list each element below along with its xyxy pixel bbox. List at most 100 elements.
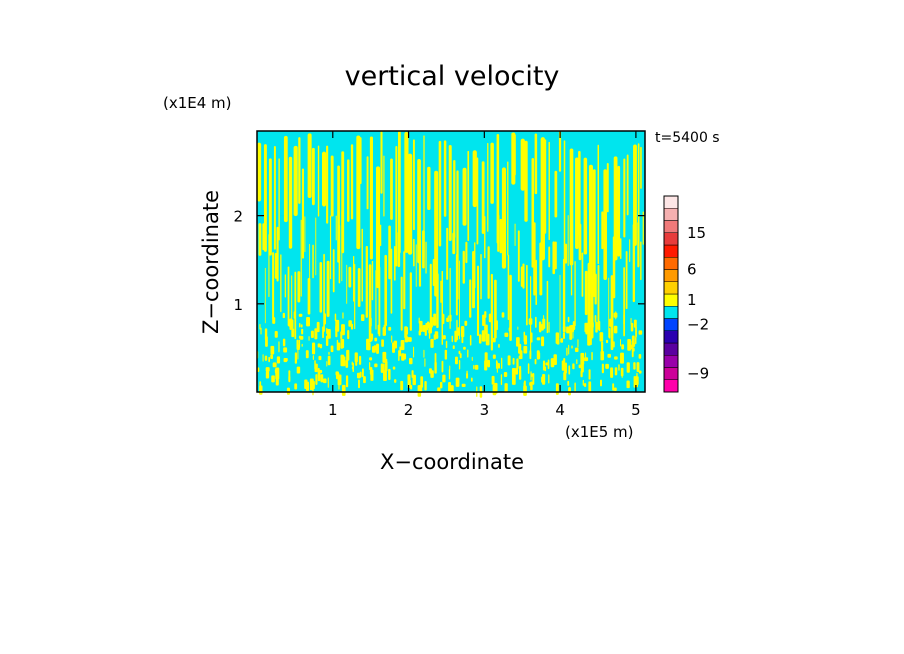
updraft-cell <box>484 360 488 371</box>
updraft-cell <box>499 218 503 254</box>
updraft-cell <box>264 267 266 324</box>
updraft-cell <box>500 374 503 386</box>
updraft-cell <box>326 260 330 318</box>
updraft-cell <box>287 266 290 327</box>
updraft-cell <box>323 313 327 325</box>
updraft-cell <box>548 141 550 241</box>
updraft-cell <box>298 313 303 317</box>
updraft-cell <box>621 344 625 350</box>
updraft-cell <box>520 138 525 191</box>
updraft-cell <box>511 368 516 378</box>
updraft-cell <box>508 327 511 332</box>
updraft-cell <box>470 377 473 382</box>
colorbar-swatch <box>663 355 679 368</box>
colorbar-swatch <box>663 342 679 356</box>
updraft-cell <box>375 166 381 289</box>
updraft-cell <box>504 383 508 393</box>
updraft-cell <box>369 136 373 260</box>
updraft-cell <box>560 338 564 343</box>
updraft-cell <box>458 359 461 370</box>
updraft-cell <box>588 369 591 380</box>
updraft-cell <box>563 140 566 264</box>
updraft-cell <box>543 222 545 255</box>
updraft-cell <box>283 347 288 353</box>
updraft-cell <box>301 343 303 347</box>
updraft-cell <box>285 357 288 362</box>
updraft-cell <box>456 319 458 332</box>
updraft-cell <box>550 358 555 368</box>
updraft-cell <box>304 379 308 389</box>
updraft-cell <box>620 367 624 377</box>
updraft-cell <box>568 344 570 355</box>
updraft-cell <box>441 360 444 373</box>
updraft-cell <box>388 326 392 331</box>
updraft-cell <box>259 323 261 330</box>
updraft-cell <box>537 352 541 360</box>
updraft-cell <box>451 335 453 343</box>
updraft-cell <box>633 376 636 388</box>
updraft-cell <box>358 379 360 389</box>
updraft-cell <box>288 318 290 327</box>
y-tick-label: 2 <box>233 208 243 226</box>
updraft-cell <box>638 330 643 335</box>
updraft-cell <box>562 258 566 330</box>
updraft-cell <box>454 356 458 365</box>
updraft-cell <box>600 350 605 361</box>
updraft-cell <box>272 317 276 324</box>
colorbar-swatch <box>663 293 679 307</box>
updraft-cell <box>523 345 528 354</box>
updraft-cell <box>407 337 412 342</box>
updraft-cell <box>262 223 265 251</box>
updraft-cell <box>432 316 437 326</box>
updraft-cell <box>356 372 361 379</box>
updraft-cell <box>597 264 600 330</box>
updraft-cell <box>464 320 468 326</box>
updraft-cell <box>514 368 519 375</box>
updraft-cell <box>404 326 408 339</box>
colorbar-swatch <box>663 306 679 319</box>
updraft-cell <box>418 239 422 287</box>
updraft-cell <box>371 260 374 301</box>
updraft-cell <box>638 370 642 374</box>
updraft-cell <box>437 387 441 392</box>
updraft-cell <box>407 225 409 253</box>
updraft-cell <box>427 166 431 211</box>
updraft-cell <box>314 328 318 340</box>
updraft-cell <box>590 275 594 339</box>
updraft-cell <box>399 346 402 357</box>
updraft-cell <box>476 265 480 337</box>
updraft-cell <box>585 329 589 335</box>
x-tick-label: 4 <box>555 401 565 419</box>
updraft-cell <box>271 375 275 383</box>
updraft-cell <box>340 342 344 349</box>
updraft-cell <box>607 353 611 358</box>
colorbar-label: −9 <box>687 365 709 383</box>
updraft-cell <box>481 161 485 234</box>
colorbar-swatch <box>663 208 679 221</box>
updraft-cell <box>378 266 381 337</box>
updraft-cell <box>309 378 314 391</box>
updraft-cell <box>433 313 437 318</box>
updraft-cell <box>465 241 468 264</box>
updraft-cell <box>595 321 598 333</box>
colorbar-label: 6 <box>687 261 697 279</box>
colorbar-swatch <box>663 379 679 393</box>
updraft-cell <box>299 322 301 328</box>
x-tick-label: 3 <box>480 401 490 419</box>
updraft-cell <box>428 332 431 339</box>
updraft-cell <box>574 261 576 327</box>
updraft-cell <box>265 367 270 372</box>
updraft-cell <box>320 374 324 383</box>
updraft-cell <box>487 359 491 368</box>
updraft-cell <box>497 363 500 369</box>
updraft-cell <box>617 165 621 257</box>
updraft-cell <box>298 339 301 349</box>
updraft-cell <box>567 316 570 323</box>
updraft-cell <box>582 379 584 386</box>
updraft-cell <box>327 377 329 388</box>
colorbar-swatch <box>663 318 679 331</box>
updraft-cell <box>430 370 434 378</box>
updraft-cell <box>559 274 561 339</box>
updraft-cell <box>352 362 354 373</box>
updraft-cell <box>278 158 280 241</box>
